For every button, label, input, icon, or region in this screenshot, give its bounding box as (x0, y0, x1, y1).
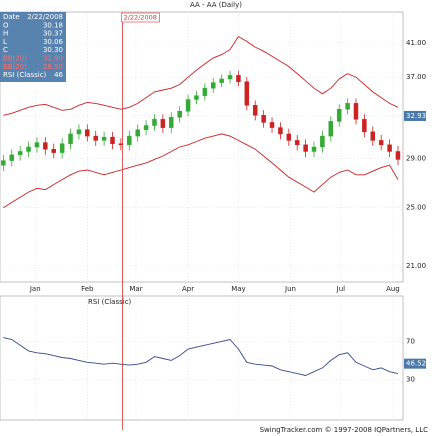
candle-body (101, 136, 107, 141)
info-value: 31.90 (43, 55, 63, 63)
candle-body (236, 75, 241, 82)
series-line (3, 133, 399, 209)
info-label: L (3, 38, 7, 46)
value-marker: 46.52 (406, 360, 426, 368)
y-tick-label: 29.00 (406, 154, 426, 162)
candle-body (110, 136, 115, 144)
y-tick-label: 30 (406, 375, 415, 383)
series-line (3, 35, 399, 116)
candle-body (177, 111, 182, 118)
candle-body (294, 140, 300, 146)
x-tick-label: Jan (29, 285, 41, 293)
x-tick-label: Jun (284, 285, 296, 293)
info-value: 30.06 (43, 38, 64, 46)
y-tick-label: 70 (406, 337, 415, 345)
footer: SwingTracker.com © 1997-2008 IQPartners,… (260, 426, 429, 434)
info-value: 46 (54, 71, 63, 79)
info-box (0, 12, 66, 82)
candle-body (269, 122, 275, 128)
y-tick-label: 21.00 (406, 262, 426, 270)
x-tick-label: Mar (129, 285, 142, 293)
candle-body (17, 151, 23, 156)
candle-body (76, 129, 82, 135)
candle-body (211, 82, 216, 89)
info-panel: Date 2/22/2008 O 30.18 H 30.37 L 30.06 C 30.30 BB(… (0, 12, 66, 82)
info-value: 30.18 (43, 21, 63, 29)
info-label: BB(20) (3, 63, 27, 71)
y-tick-label: 37.00 (406, 73, 426, 81)
candle-body (169, 117, 174, 128)
candle-body (252, 105, 258, 116)
y-tick-label: 25.00 (406, 204, 426, 212)
crosshair-label-box (121, 12, 160, 23)
candle-body (244, 81, 250, 106)
candle-body (387, 144, 392, 152)
panel-border (0, 295, 404, 421)
candle-body (303, 144, 308, 152)
candle-body (219, 78, 224, 83)
candle-body (59, 143, 65, 153)
candle-body (320, 135, 325, 148)
x-tick-label: Aug (386, 285, 400, 293)
candle-body (353, 103, 359, 120)
candle-body (185, 99, 191, 112)
info-value: 2/22/2008 (27, 13, 63, 21)
price-marker: 32.93 (406, 112, 426, 120)
info-label: H (3, 30, 8, 38)
candle-body (370, 131, 376, 141)
crosshair-label: 2/22/2008 (124, 14, 157, 22)
candle-body (311, 146, 317, 152)
value-marker-box (404, 358, 426, 369)
x-tick-label: Feb (81, 285, 94, 293)
info-value: 30.37 (43, 30, 63, 38)
x-tick-label: May (231, 285, 245, 293)
candle-body (378, 140, 384, 146)
candle-body (328, 121, 334, 137)
candle-body (68, 133, 73, 144)
candle-body (9, 154, 15, 161)
price-marker-box (404, 110, 426, 121)
panel-title: RSI (Classic) (88, 298, 132, 306)
info-label: C (3, 46, 8, 54)
candle-body (261, 115, 266, 123)
candle-body (135, 129, 140, 137)
candle-body (1, 160, 6, 166)
info-value: 30.30 (43, 46, 63, 54)
info-value: 28.50 (43, 63, 63, 71)
candle-body (43, 142, 48, 150)
candle-body (202, 87, 208, 96)
series-line (3, 337, 399, 376)
candle-body (34, 142, 40, 148)
candle-body (152, 119, 157, 126)
x-tick-label: Jul (336, 285, 346, 293)
candle-body (160, 119, 166, 128)
info-label: RSI (Classic) (3, 71, 47, 79)
candle-body (395, 151, 401, 160)
candle-body (93, 135, 98, 141)
info-label: O (3, 21, 9, 29)
candle-body (336, 109, 342, 122)
candle-body (345, 103, 350, 110)
panel-border (0, 11, 404, 283)
candle-body (85, 129, 90, 137)
candle-body (227, 75, 233, 80)
chart-title: AA - AA (Daily) (190, 1, 242, 9)
candle-body (26, 146, 31, 152)
candle-body (194, 95, 199, 100)
candle-body (51, 148, 56, 153)
y-tick-label: 41.00 (406, 39, 426, 47)
candle-body (278, 127, 283, 135)
candle-body (286, 133, 292, 141)
info-label: BB(20) (3, 55, 27, 63)
x-tick-label: Apr (182, 285, 194, 293)
candle-body (362, 119, 367, 133)
candle-body (143, 125, 149, 130)
info-label: Date (3, 13, 20, 21)
candle-body (127, 135, 132, 146)
